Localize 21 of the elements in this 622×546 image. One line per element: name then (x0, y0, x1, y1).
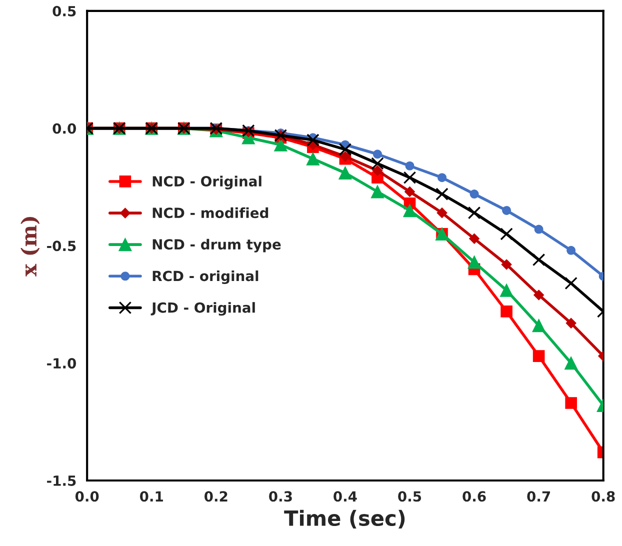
x-tick-label: 0.3 (269, 491, 292, 502)
x-tick-label: 0.4 (334, 491, 357, 502)
y-tick-label: 0.0 (52, 123, 76, 134)
x-tick-label: 0.2 (204, 491, 228, 502)
y-tick-label: -0.5 (47, 240, 76, 252)
legend-label: NCD - modified (152, 207, 268, 218)
x-tick-label: 0.5 (398, 491, 422, 502)
legend-label: NCD - drum type (152, 238, 281, 252)
y-tick-label: -1.5 (47, 476, 76, 486)
y-tick-label: 0.5 (52, 6, 76, 16)
legend-label: NCD - Original (152, 176, 262, 190)
x-tick-label: 0.0 (75, 491, 99, 502)
y-tick-label: -1.0 (47, 358, 76, 369)
x-tick-label: 0.7 (527, 491, 550, 502)
legend-label: RCD - original (152, 270, 258, 284)
x-axis-title: Time (sec) (284, 510, 405, 528)
x-tick-label: 0.1 (140, 491, 163, 502)
y-axis-title: x (m) (20, 216, 40, 276)
x-tick-label: 0.8 (592, 491, 615, 502)
x-tick-label: 0.6 (462, 491, 486, 502)
legend-label: JCD - Original (150, 302, 255, 316)
